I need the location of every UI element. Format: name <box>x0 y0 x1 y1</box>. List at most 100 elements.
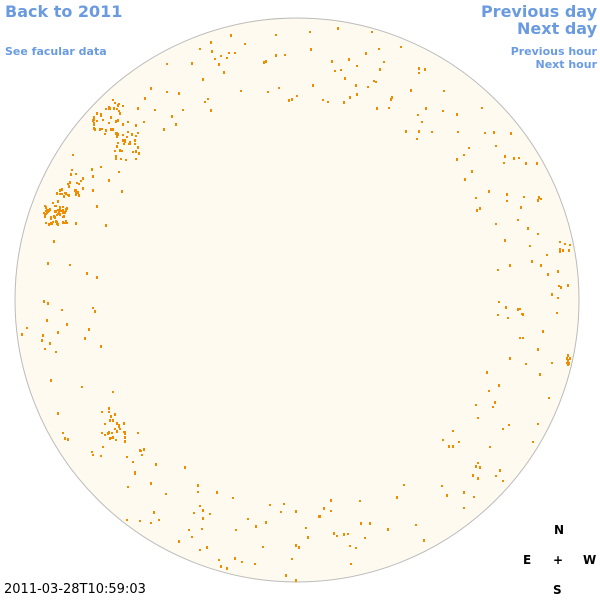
facula <box>41 339 43 342</box>
facula <box>519 337 521 339</box>
facula <box>275 34 277 36</box>
facula <box>48 223 50 226</box>
facula <box>153 511 155 514</box>
facula <box>108 431 110 434</box>
facula <box>104 423 106 425</box>
facula <box>525 162 527 165</box>
facula <box>127 121 129 123</box>
facula <box>114 428 116 430</box>
next-day-link[interactable]: Next day <box>517 19 597 38</box>
next-hour-link[interactable]: Next hour <box>535 58 598 71</box>
facula <box>355 547 357 549</box>
previous-hour-link[interactable]: Previous hour <box>510 45 597 58</box>
back-link[interactable]: Back to 2011 <box>5 2 123 21</box>
facula <box>424 68 426 71</box>
facula <box>499 469 501 472</box>
facula <box>284 54 286 56</box>
facula <box>567 354 569 357</box>
facula <box>365 52 367 55</box>
facula <box>138 152 140 155</box>
facula <box>378 48 380 50</box>
facula <box>557 270 559 273</box>
facula <box>108 122 110 124</box>
facula <box>310 48 312 51</box>
facula <box>141 454 143 456</box>
facula <box>191 62 193 65</box>
facula <box>155 463 157 466</box>
facula <box>96 205 98 208</box>
facula <box>123 431 125 433</box>
facula <box>379 68 381 71</box>
facula <box>59 193 61 195</box>
facula <box>65 220 67 222</box>
facula <box>197 484 199 487</box>
facula <box>220 55 222 57</box>
facula <box>417 114 419 116</box>
facula <box>62 210 64 212</box>
facula <box>207 98 209 100</box>
facula <box>446 494 448 497</box>
facula <box>546 254 548 256</box>
facula <box>66 323 68 326</box>
previous-day-link[interactable]: Previous day <box>480 2 597 21</box>
facula <box>448 445 450 448</box>
facula <box>456 158 458 161</box>
facula <box>507 317 509 319</box>
facula <box>116 108 118 110</box>
facula <box>390 98 392 101</box>
facula <box>513 157 515 160</box>
facula <box>129 142 131 145</box>
facula <box>67 438 69 441</box>
facula <box>68 185 70 188</box>
facula <box>537 348 539 351</box>
facula <box>488 190 490 193</box>
facula <box>59 208 61 210</box>
facula <box>92 454 94 456</box>
facula <box>504 239 506 242</box>
facula <box>99 128 101 131</box>
facula <box>112 99 114 101</box>
facula <box>463 507 465 509</box>
facula <box>505 306 507 309</box>
facula <box>391 96 393 99</box>
facula <box>42 334 44 337</box>
facula <box>396 496 398 499</box>
facula <box>486 371 488 374</box>
facula <box>537 199 539 202</box>
facula <box>115 132 117 135</box>
facula <box>59 213 61 216</box>
facula <box>123 422 125 425</box>
facula <box>331 60 333 63</box>
facula <box>415 524 417 526</box>
facula <box>498 384 500 387</box>
facula <box>143 448 145 451</box>
facula <box>100 455 102 457</box>
facula <box>116 430 118 433</box>
facula <box>113 107 115 110</box>
facula <box>74 189 76 192</box>
facula <box>265 60 267 63</box>
facula <box>349 96 351 99</box>
facula <box>48 209 50 212</box>
facula <box>376 107 378 110</box>
facula <box>211 50 213 53</box>
facula <box>494 401 496 404</box>
compass-center: + <box>553 553 564 567</box>
facula <box>493 131 495 134</box>
facula <box>51 222 53 225</box>
facula <box>405 130 407 133</box>
facula <box>72 154 74 156</box>
facula <box>464 178 466 181</box>
facula <box>165 493 167 495</box>
facula <box>121 190 123 193</box>
facula <box>101 411 103 413</box>
facular-link[interactable]: See facular data <box>5 45 107 58</box>
facula <box>158 519 160 521</box>
facula <box>421 121 423 123</box>
disk <box>14 17 580 583</box>
facula <box>509 264 511 267</box>
facula <box>495 145 497 147</box>
facula <box>498 301 500 303</box>
facula <box>116 135 118 138</box>
